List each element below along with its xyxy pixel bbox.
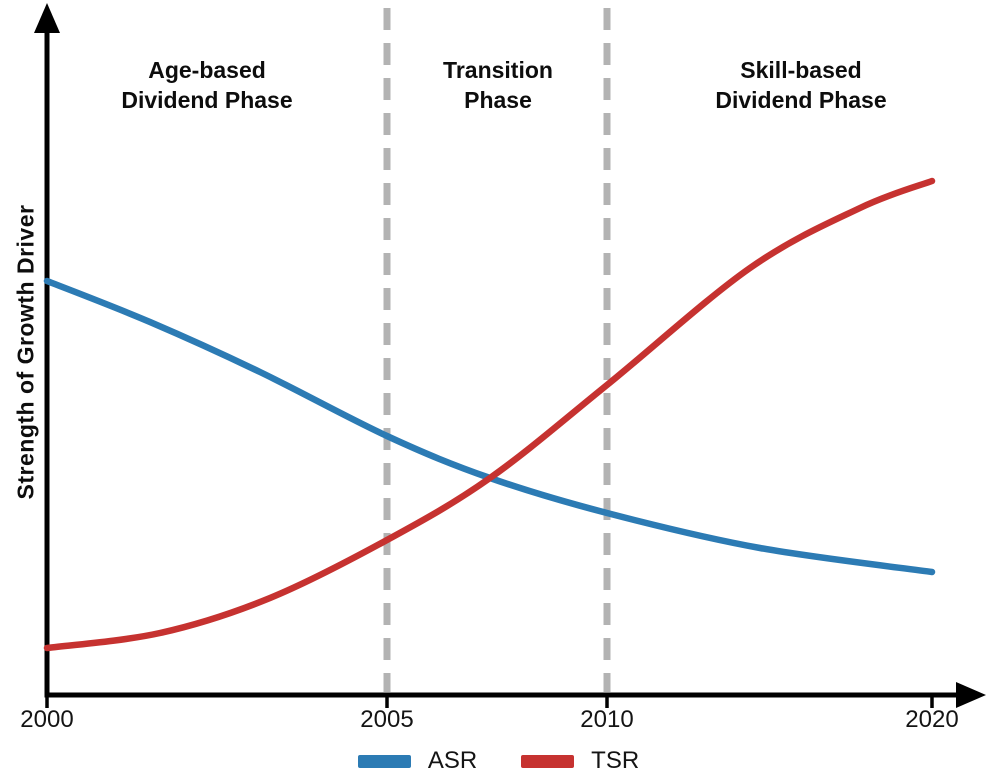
phase-label-line: Transition (443, 57, 553, 83)
phase-label-line: Skill-based (740, 57, 862, 83)
legend-label-tsr: TSR (591, 747, 640, 774)
legend-item-asr: ASR (357, 747, 478, 775)
phase-label-transition: Transition Phase (443, 55, 553, 116)
phase-label-age-based: Age-based Dividend Phase (121, 55, 292, 116)
x-tick-label-2000: 2000 (20, 706, 74, 733)
tsr-line-swatch (521, 754, 575, 768)
phase-label-line: Dividend Phase (121, 87, 293, 114)
legend-label-asr: ASR (427, 747, 478, 774)
x-tick-label-2005: 2005 (360, 706, 414, 733)
phase-label-skill-based: Skill-based Dividend Phase (715, 55, 886, 116)
phase-label-line: Dividend Phase (715, 87, 887, 114)
phase-label-line: Phase (464, 87, 532, 114)
legend: ASR TSR (0, 747, 997, 775)
x-tick-label-2020: 2020 (905, 706, 959, 733)
y-axis-title: Strength of Growth Driver (12, 204, 39, 500)
phase-label-line: Age-based (148, 57, 266, 83)
x-tick-label-2010: 2010 (580, 706, 634, 733)
asr-line-swatch (357, 754, 411, 768)
legend-item-tsr: TSR (521, 747, 639, 775)
